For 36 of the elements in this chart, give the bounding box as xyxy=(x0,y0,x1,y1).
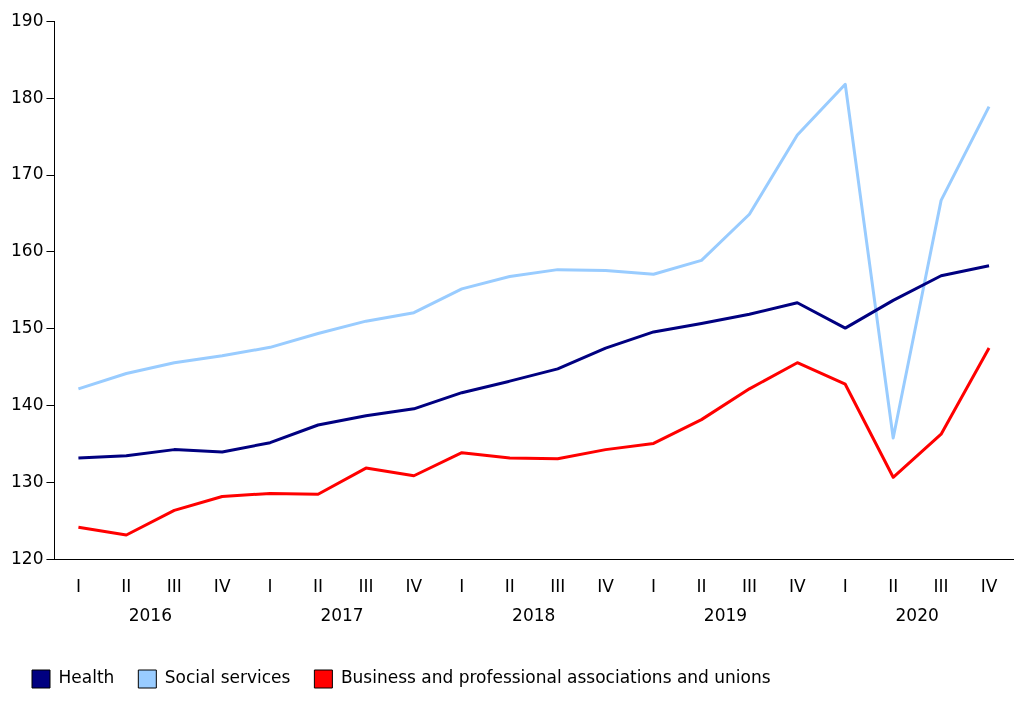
x-tick-label: III xyxy=(741,576,757,597)
x-tick-label: III xyxy=(166,576,182,597)
x-tick-label: IV xyxy=(405,576,423,597)
legend-label: Business and professional associations and unions xyxy=(340,667,771,688)
x-tick-label: I xyxy=(267,576,273,597)
x-tick-label: II xyxy=(504,576,515,597)
y-tick-label: 160 xyxy=(10,240,44,261)
x-tick-label: III xyxy=(933,576,949,597)
y-tick-label: 190 xyxy=(10,9,44,30)
y-tick-label: 140 xyxy=(10,394,44,415)
y-tick-label: 170 xyxy=(10,163,44,184)
text: 2017 xyxy=(320,604,364,625)
x-tick-label: III xyxy=(550,576,566,597)
x-tick-label: IV xyxy=(597,576,615,597)
text: 2016 xyxy=(128,604,172,625)
text: 2020 xyxy=(895,604,939,625)
legend-label: Social services xyxy=(164,667,291,688)
y-tick-label: 150 xyxy=(10,317,44,338)
x-tick-label: I xyxy=(842,576,848,597)
x-tick-label: II xyxy=(696,576,707,597)
y-tick-label: 120 xyxy=(10,548,44,569)
x-tick-label: I xyxy=(75,576,81,597)
y-tick-label: 180 xyxy=(10,86,44,107)
x-tick-label: IV xyxy=(213,576,231,597)
x-tick-label: II xyxy=(121,576,132,597)
x-tick-label: II xyxy=(888,576,899,597)
x-tick-label: I xyxy=(651,576,657,597)
text: 2018 xyxy=(512,604,556,625)
x-tick-label: IV xyxy=(789,576,807,597)
legend-label: Health xyxy=(58,667,115,688)
y-tick-label: 130 xyxy=(10,471,44,492)
x-tick-label: I xyxy=(459,576,465,597)
text: 2019 xyxy=(703,604,748,625)
x-tick-label: IV xyxy=(980,576,998,597)
x-tick-label: II xyxy=(313,576,324,597)
x-tick-label: III xyxy=(358,576,374,597)
